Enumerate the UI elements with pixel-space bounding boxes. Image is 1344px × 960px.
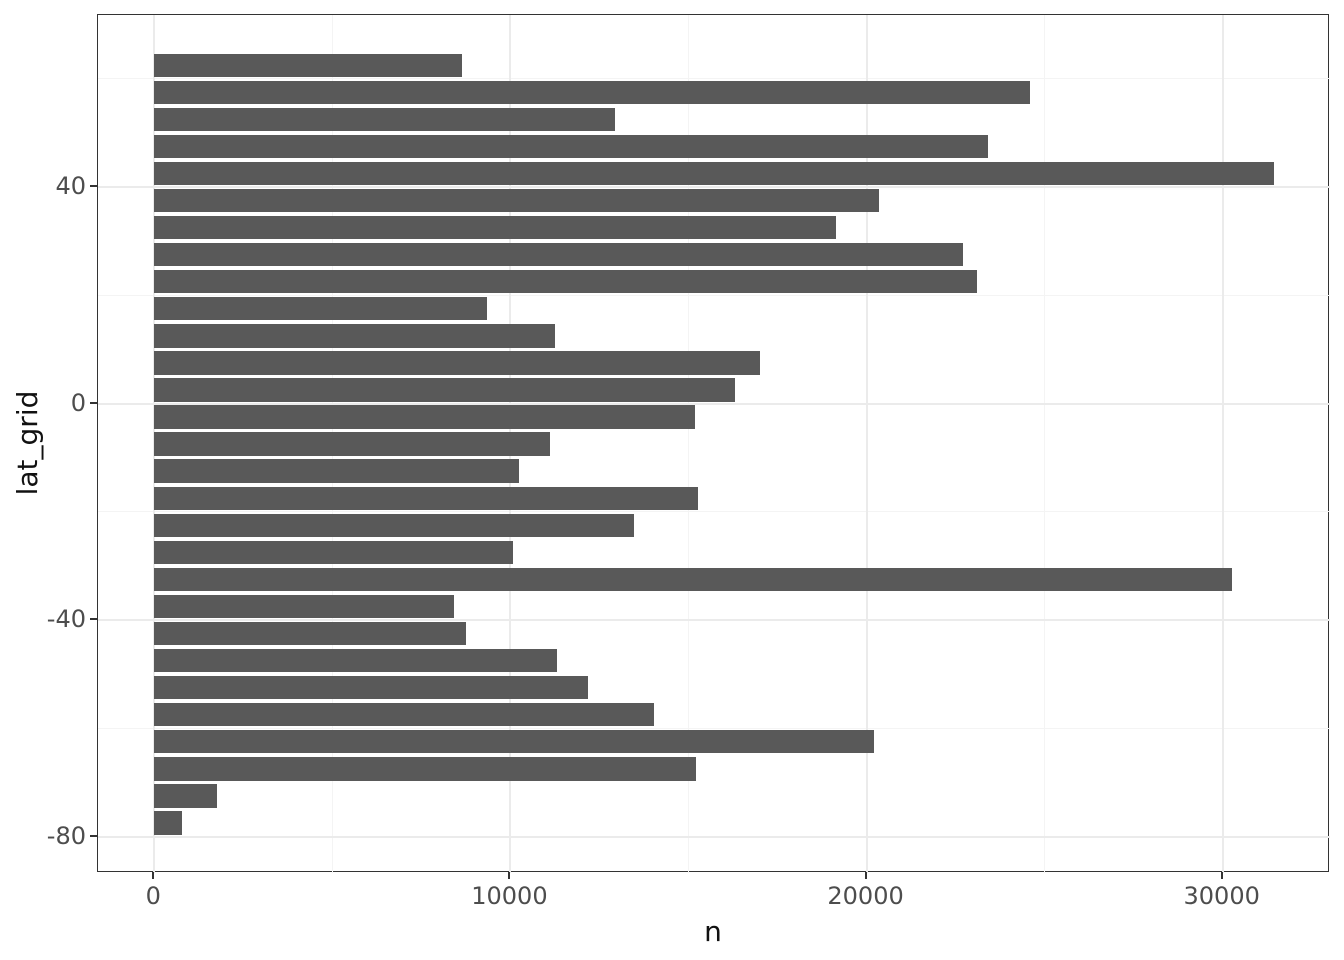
bar-lat-22.5 xyxy=(154,270,977,294)
y-axis-tick xyxy=(90,401,97,404)
bar-lat-32.5 xyxy=(154,215,837,240)
bar-lat-57.5 xyxy=(154,80,1031,104)
y-major-gridline xyxy=(98,402,1330,405)
x-tick-label: 10000 xyxy=(471,882,548,910)
y-tick-label: 40 xyxy=(55,172,86,200)
x-axis-tick xyxy=(1220,872,1223,879)
y-axis-tick xyxy=(90,834,97,837)
y-tick-label: 0 xyxy=(70,388,86,417)
bar-lat--52.5 xyxy=(154,675,588,700)
y-major-gridline xyxy=(98,186,1330,188)
x-major-gridline xyxy=(1221,15,1224,873)
bar-lat--17.5 xyxy=(154,486,699,510)
bar-lat--77.5 xyxy=(154,811,182,835)
bar-lat--37.5 xyxy=(154,594,455,619)
bar-lat-2.5 xyxy=(154,378,735,402)
y-minor-gridline xyxy=(98,511,1330,513)
bar-lat--47.5 xyxy=(154,648,557,673)
bar-lat-52.5 xyxy=(154,107,616,132)
x-tick-label: 30000 xyxy=(1183,882,1260,910)
x-tick-label: 0 xyxy=(145,882,161,910)
bar-lat--2.5 xyxy=(154,405,695,429)
bar-lat--72.5 xyxy=(154,784,217,808)
y-minor-gridline xyxy=(98,727,1330,729)
bar-lat--12.5 xyxy=(154,459,520,483)
bar-lat-17.5 xyxy=(154,297,488,321)
y-minor-gridline xyxy=(98,294,1330,296)
plot-panel xyxy=(97,14,1330,873)
y-axis-tick xyxy=(90,185,97,187)
bar-lat-62.5 xyxy=(154,53,463,77)
y-tick-label: -80 xyxy=(46,821,86,850)
y-major-gridline xyxy=(98,835,1330,838)
bar-lat--42.5 xyxy=(154,621,467,646)
y-minor-gridline xyxy=(98,78,1330,80)
bar-lat--7.5 xyxy=(154,432,550,456)
x-minor-gridline xyxy=(1044,15,1046,873)
bar-lat-7.5 xyxy=(154,351,760,375)
y-tick-label: -40 xyxy=(46,605,86,633)
x-axis-tick xyxy=(152,872,155,879)
bar-lat--32.5 xyxy=(154,567,1233,592)
x-axis-tick xyxy=(508,872,511,879)
bar-lat--27.5 xyxy=(154,540,513,565)
x-axis-tick xyxy=(864,872,867,879)
bar-lat--22.5 xyxy=(154,513,635,537)
y-axis-tick xyxy=(90,618,97,620)
bar-lat-37.5 xyxy=(154,188,880,213)
bar-lat-47.5 xyxy=(154,134,988,159)
bar-lat-42.5 xyxy=(154,161,1275,186)
bar-lat--57.5 xyxy=(154,703,655,727)
bar-lat--62.5 xyxy=(154,730,874,754)
x-tick-label: 20000 xyxy=(827,882,904,910)
bar-lat-12.5 xyxy=(154,324,555,348)
bar-lat-27.5 xyxy=(154,242,963,267)
y-major-gridline xyxy=(98,619,1330,621)
x-minor-gridline xyxy=(687,15,689,873)
x-major-gridline xyxy=(865,15,868,873)
x-axis-title: n xyxy=(704,915,722,948)
bar-lat--67.5 xyxy=(154,757,697,781)
